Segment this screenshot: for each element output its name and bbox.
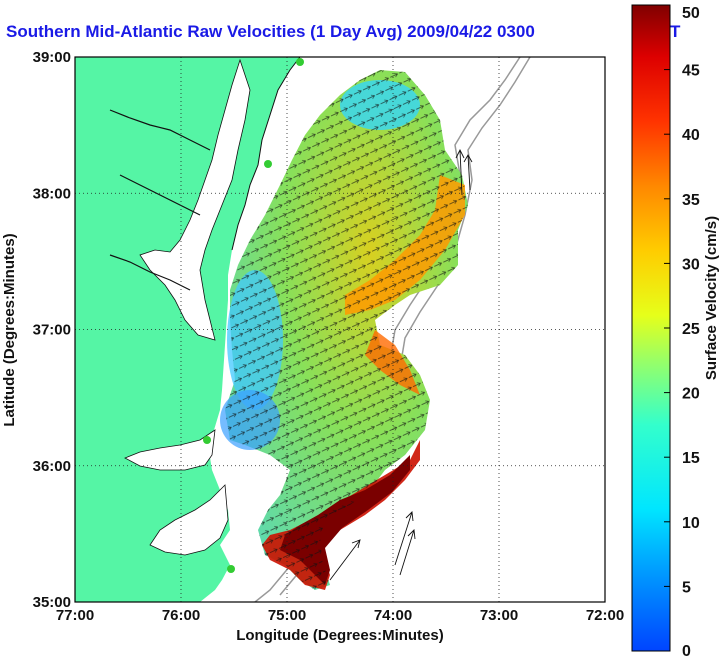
chart-title: Southern Mid-Atlantic Raw Velocities (1 … [6, 22, 535, 41]
chart-title-tail: T [670, 22, 681, 41]
colorbar-tick-label: 10 [682, 515, 700, 532]
colorbar-tick-label: 45 [682, 63, 700, 80]
x-tick-label: 72:00 [586, 607, 624, 624]
y-tick-label: 39:00 [33, 49, 71, 66]
y-tick-label: 35:00 [33, 594, 71, 611]
colorbar-tick-label: 35 [682, 192, 700, 209]
y-tick-label: 38:00 [33, 185, 71, 202]
albemarle-sound [124, 429, 216, 471]
y-axis-ticks: 39:00 38:00 37:00 36:00 35:00 [33, 49, 71, 611]
y-tick-label: 37:00 [33, 322, 71, 339]
plot-frame [74, 56, 606, 603]
james-river [109, 254, 191, 291]
colorbar-tick-label: 30 [682, 256, 700, 273]
colorbar-tick-label: 15 [682, 450, 700, 467]
velocity-arrows [225, 70, 468, 590]
y-axis-label: Latitude (Degrees:Minutes) [1, 233, 18, 426]
station-marker [203, 436, 211, 444]
x-tick-label: 75:00 [268, 607, 306, 624]
potomac-river [109, 109, 211, 151]
colorbar-label: Surface Velocity (cm/s) [703, 216, 720, 380]
offshore-arrows [329, 148, 473, 581]
chesapeake-bay [139, 58, 251, 341]
grid-lines [75, 57, 605, 602]
station-marker [296, 58, 304, 66]
x-tick-label: 76:00 [162, 607, 200, 624]
x-tick-label: 77:00 [56, 607, 94, 624]
y-tick-label: 36:00 [33, 458, 71, 475]
colorbar-tick-label: 50 [682, 5, 700, 22]
colorbar-tick-label: 40 [682, 127, 700, 144]
colorbar-tick-label: 5 [682, 579, 691, 596]
colorbar-tick-label: 25 [682, 321, 700, 338]
coastline [231, 57, 301, 251]
x-tick-label: 73:00 [480, 607, 518, 624]
colorbar-tick-label: 20 [682, 386, 700, 403]
station-marker [264, 160, 272, 168]
x-axis-label: Longitude (Degrees:Minutes) [236, 627, 444, 644]
x-axis-ticks: 77:00 76:00 75:00 74:00 73:00 72:00 [56, 607, 624, 624]
colorbar-tick-label: 0 [682, 643, 691, 659]
colorbar [631, 4, 671, 652]
pamlico-sound [149, 484, 229, 556]
station-marker [227, 565, 235, 573]
rappahannock-river [119, 174, 201, 216]
x-tick-label: 74:00 [374, 607, 412, 624]
